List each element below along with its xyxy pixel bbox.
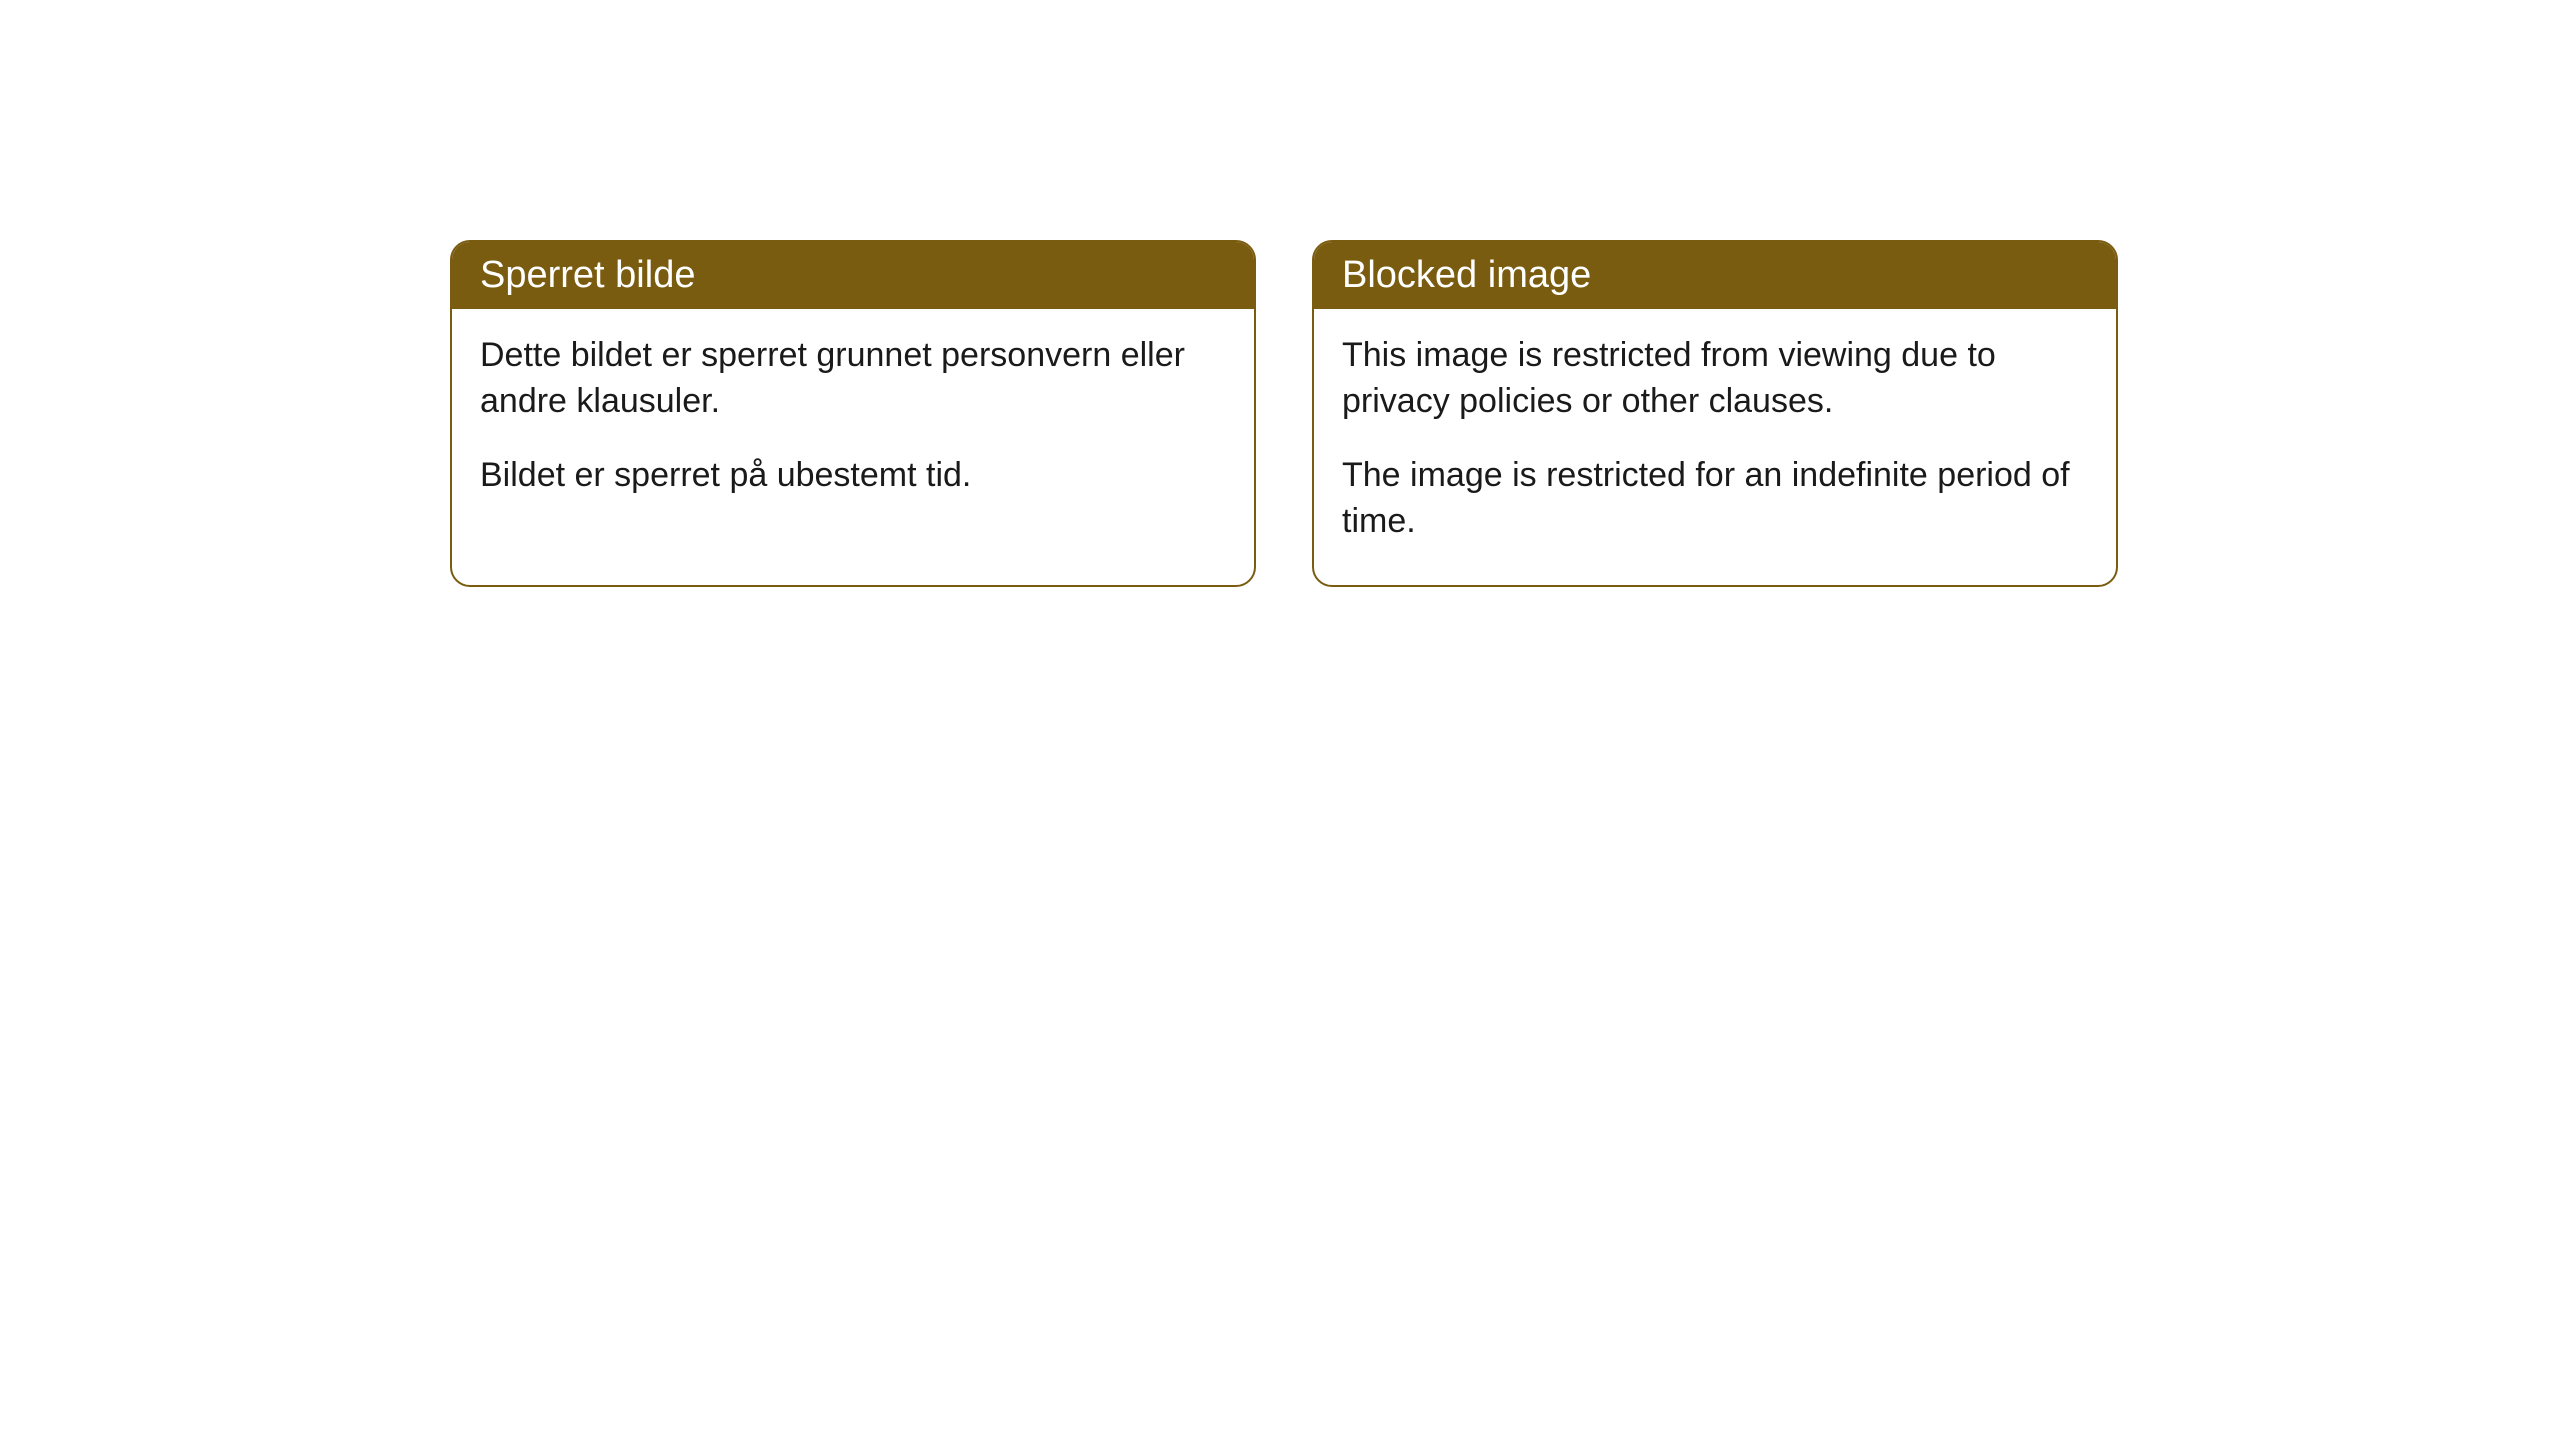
card-title: Blocked image [1342, 254, 1591, 296]
card-body: Dette bildet er sperret grunnet personve… [452, 309, 1254, 539]
notice-card-english: Blocked image This image is restricted f… [1312, 240, 2118, 587]
card-paragraph: Dette bildet er sperret grunnet personve… [480, 333, 1226, 425]
card-paragraph: This image is restricted from viewing du… [1342, 333, 2088, 425]
card-header: Blocked image [1314, 242, 2116, 309]
card-paragraph: Bildet er sperret på ubestemt tid. [480, 453, 1226, 499]
notice-card-norwegian: Sperret bilde Dette bildet er sperret gr… [450, 240, 1256, 587]
card-body: This image is restricted from viewing du… [1314, 309, 2116, 585]
card-header: Sperret bilde [452, 242, 1254, 309]
notice-cards-container: Sperret bilde Dette bildet er sperret gr… [450, 240, 2118, 587]
card-title: Sperret bilde [480, 254, 695, 296]
card-paragraph: The image is restricted for an indefinit… [1342, 453, 2088, 545]
